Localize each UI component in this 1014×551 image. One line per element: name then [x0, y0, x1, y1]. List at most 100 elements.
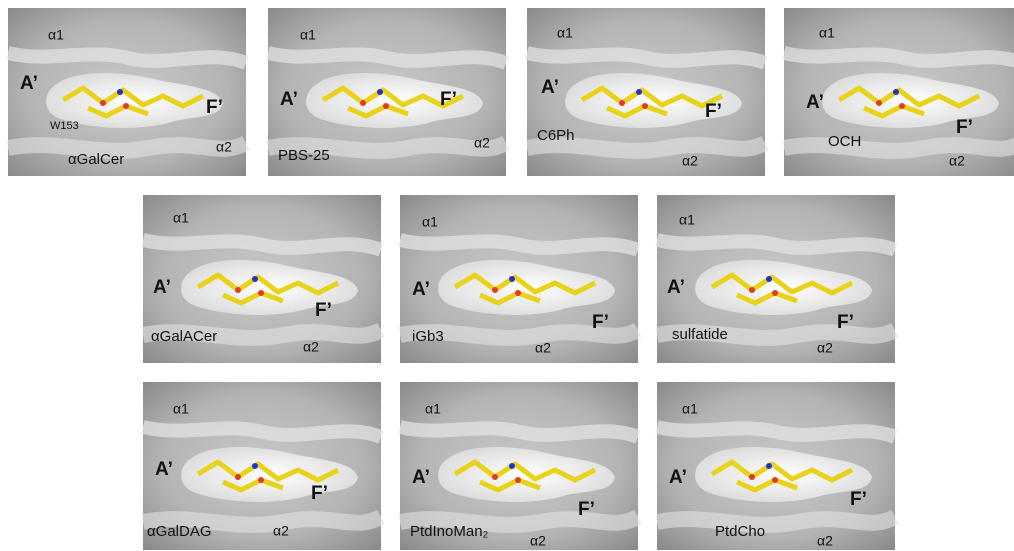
label-alpha2: α2: [474, 135, 490, 151]
oxygen-atom: [360, 100, 366, 106]
surface-ridge: [784, 143, 1014, 151]
label-f-prime: F’: [578, 499, 595, 520]
label-a-prime: A’: [412, 279, 430, 300]
surface-ridge: [657, 240, 895, 250]
label-ligand: PtdCho: [715, 523, 765, 540]
nitrogen-atom: [766, 463, 772, 469]
panel: PtdCho α1 α2 A’ F’: [657, 382, 895, 550]
label-alpha1: α1: [557, 25, 573, 41]
oxygen-atom: [899, 103, 905, 109]
oxygen-atom: [383, 103, 389, 109]
label-a-prime: A’: [153, 277, 171, 298]
oxygen-atom: [772, 290, 778, 296]
label-a-prime: A’: [669, 467, 687, 488]
label-alpha2: α2: [303, 339, 319, 355]
nitrogen-atom: [252, 463, 258, 469]
label-ligand: OCH: [828, 133, 861, 150]
label-alpha1: α1: [819, 25, 835, 41]
nitrogen-atom: [252, 276, 258, 282]
label-alpha1: α1: [679, 212, 695, 228]
label-alpha1: α1: [682, 401, 698, 417]
oxygen-atom: [492, 474, 498, 480]
label-f-prime: F’: [705, 101, 722, 122]
label-f-prime: F’: [592, 312, 609, 333]
label-alpha1: α1: [173, 401, 189, 417]
surface-ridge: [268, 53, 506, 63]
oxygen-atom: [123, 103, 129, 109]
surface-ridge: [657, 427, 895, 437]
oxygen-atom: [492, 287, 498, 293]
panel: αGalCer α1 α2 A’ F’ W153: [8, 8, 246, 176]
page: αGalCerα1α2A’F’W153PBS-25α1α2A’F’C6Phα1α…: [0, 0, 1014, 551]
nitrogen-atom: [377, 89, 383, 95]
label-ligand: PBS-25: [278, 147, 330, 164]
panel: iGb3α1α2A’F’: [400, 195, 638, 363]
surface-ridge: [8, 53, 246, 63]
surface-ridge: [784, 53, 1014, 63]
label-alpha2: α2: [530, 533, 546, 549]
label-a-prime: A’: [806, 92, 824, 113]
label-a-prime: A’: [541, 77, 559, 98]
label-ligand: PtdInoMan₂: [410, 523, 489, 540]
nitrogen-atom: [893, 89, 899, 95]
figure: αGalCerα1α2A’F’W153PBS-25α1α2A’F’C6Phα1α…: [0, 0, 1014, 551]
surface-ridge: [8, 143, 246, 151]
label-alpha1: α1: [300, 27, 316, 43]
label-residue: W153: [50, 120, 79, 132]
label-alpha2: α2: [817, 533, 833, 549]
oxygen-atom: [100, 100, 106, 106]
oxygen-atom: [515, 477, 521, 483]
panel: sulfatide α1 α2 A’ F’: [657, 195, 895, 363]
label-a-prime: A’: [280, 89, 298, 110]
oxygen-atom: [258, 290, 264, 296]
label-a-prime: A’: [667, 277, 685, 298]
label-f-prime: F’: [440, 89, 457, 110]
surface-ridge: [143, 240, 381, 250]
label-alpha2: α2: [682, 153, 698, 169]
oxygen-atom: [772, 477, 778, 483]
surface-ridge: [657, 517, 895, 525]
label-alpha1: α1: [48, 27, 64, 43]
label-f-prime: F’: [315, 300, 332, 321]
surface-ridge: [400, 427, 638, 437]
label-alpha1: α1: [173, 210, 189, 226]
nitrogen-atom: [509, 276, 515, 282]
label-alpha2: α2: [273, 523, 289, 539]
label-f-prime: F’: [956, 117, 973, 138]
surface-ridge: [400, 240, 638, 250]
label-alpha2: α2: [216, 139, 232, 155]
label-a-prime: A’: [20, 73, 38, 94]
oxygen-atom: [619, 100, 625, 106]
nitrogen-atom: [509, 463, 515, 469]
panel: PBS-25 α1 α2 A’ F’: [268, 8, 506, 176]
panel: PtdInoMan₂ α1 α2 A’ F’: [400, 382, 638, 550]
oxygen-atom: [749, 287, 755, 293]
label-ligand: αGalACer: [151, 328, 217, 345]
label-ligand: αGalCer: [68, 151, 124, 168]
label-ligand: αGalDAG: [147, 523, 212, 540]
label-f-prime: F’: [206, 97, 223, 118]
oxygen-atom: [235, 287, 241, 293]
surface-ridge: [143, 427, 381, 437]
label-a-prime: A’: [155, 459, 173, 480]
oxygen-atom: [749, 474, 755, 480]
label-f-prime: F’: [311, 483, 328, 504]
label-f-prime: F’: [837, 312, 854, 333]
label-a-prime: A’: [412, 467, 430, 488]
label-alpha2: α2: [535, 340, 551, 356]
nitrogen-atom: [636, 89, 642, 95]
label-ligand: sulfatide: [672, 326, 728, 343]
label-ligand: iGb3: [412, 328, 444, 345]
surface-ridge: [527, 53, 765, 63]
label-alpha1: α1: [425, 401, 441, 417]
panel: αGalACer α1 α2 A’ F’: [143, 195, 381, 363]
label-alpha2: α2: [817, 340, 833, 356]
label-f-prime: F’: [850, 489, 867, 510]
panel: OCH α1 α2 A’ F’: [784, 8, 1014, 176]
nitrogen-atom: [117, 89, 123, 95]
panel: αGalDAG α1 α2 A’ F’: [143, 382, 381, 550]
label-alpha2: α2: [949, 153, 965, 169]
surface-ridge: [527, 143, 765, 151]
oxygen-atom: [876, 100, 882, 106]
